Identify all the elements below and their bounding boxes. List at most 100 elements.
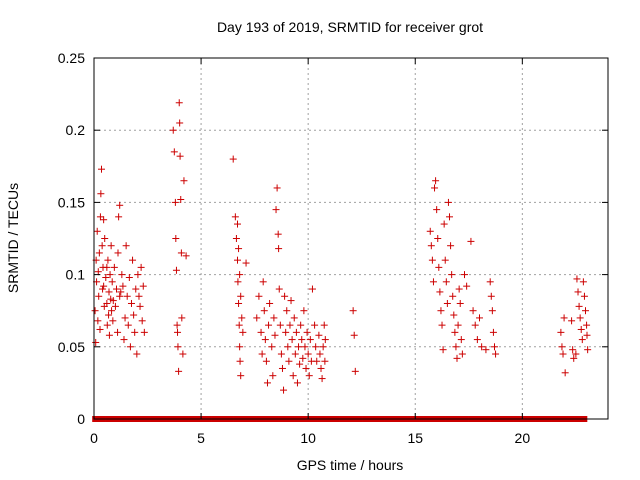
- data-point: [102, 273, 110, 281]
- data-point: [452, 343, 460, 351]
- data-point: [180, 177, 188, 185]
- data-point: [350, 331, 358, 339]
- data-point: [488, 307, 496, 315]
- data-point: [137, 263, 145, 271]
- data-point: [492, 350, 500, 358]
- data-point: [179, 350, 187, 358]
- data-point: [182, 252, 190, 260]
- data-point: [572, 350, 580, 358]
- data-point: [303, 328, 311, 336]
- y-tick-label: 0: [77, 411, 85, 427]
- data-point: [285, 357, 293, 365]
- data-point: [269, 372, 277, 380]
- data-point: [560, 314, 568, 322]
- data-point: [455, 285, 463, 293]
- data-point: [278, 364, 286, 372]
- data-point: [293, 379, 301, 387]
- data-point: [235, 245, 243, 253]
- data-point: [558, 343, 566, 351]
- data-point: [117, 288, 125, 296]
- data-point: [461, 271, 469, 279]
- data-point: [127, 299, 135, 307]
- data-point: [177, 249, 185, 257]
- data-point: [242, 259, 250, 267]
- data-point: [109, 317, 117, 325]
- data-point: [124, 321, 132, 329]
- data-point: [139, 282, 147, 290]
- data-point: [291, 350, 299, 358]
- data-point: [96, 325, 104, 333]
- data-point: [308, 285, 316, 293]
- data-point: [173, 321, 181, 329]
- data-point: [433, 206, 441, 214]
- data-points: [91, 99, 592, 422]
- data-point: [114, 328, 122, 336]
- data-point: [289, 372, 297, 380]
- data-point: [284, 343, 292, 351]
- data-point: [273, 184, 281, 192]
- data-point: [97, 190, 105, 198]
- data-point: [121, 314, 129, 322]
- data-point: [118, 271, 126, 279]
- data-point: [109, 297, 117, 305]
- data-point: [583, 321, 591, 329]
- data-point: [106, 271, 114, 279]
- data-point: [440, 220, 448, 228]
- data-point: [320, 321, 328, 329]
- data-point: [280, 386, 288, 394]
- data-point: [233, 256, 241, 264]
- data-point: [97, 165, 105, 173]
- data-point: [489, 328, 497, 336]
- data-point: [302, 364, 310, 372]
- data-point: [268, 343, 276, 351]
- data-point: [92, 338, 100, 346]
- data-point: [292, 328, 300, 336]
- y-tick-label: 0.15: [58, 194, 85, 210]
- data-point: [133, 350, 141, 358]
- data-point: [123, 292, 131, 300]
- data-point: [304, 350, 312, 358]
- data-point: [436, 288, 444, 296]
- data-point: [114, 249, 122, 257]
- data-point: [98, 242, 106, 250]
- data-point: [574, 288, 582, 296]
- data-point: [318, 375, 326, 383]
- data-point: [93, 227, 101, 235]
- data-point: [233, 220, 241, 228]
- data-point: [446, 213, 454, 221]
- x-tick-label: 5: [197, 430, 205, 446]
- data-point: [434, 235, 442, 242]
- data-point: [448, 271, 456, 279]
- data-point: [235, 299, 243, 307]
- data-point: [315, 331, 323, 339]
- data-point: [174, 328, 182, 336]
- data-point: [580, 292, 588, 300]
- data-point: [429, 278, 437, 286]
- data-point: [306, 336, 314, 344]
- data-point: [94, 317, 102, 325]
- data-point: [486, 278, 494, 286]
- data-point: [234, 278, 242, 286]
- data-point: [174, 343, 182, 351]
- data-point: [579, 278, 587, 286]
- data-point: [288, 336, 296, 344]
- y-tick-label: 0.25: [58, 50, 85, 66]
- y-tick-label: 0.2: [66, 122, 86, 138]
- data-point: [487, 292, 495, 300]
- data-point: [349, 307, 357, 315]
- data-point: [104, 256, 112, 264]
- data-point: [270, 314, 278, 322]
- data-point: [129, 256, 137, 264]
- data-point: [277, 350, 285, 358]
- x-axis-label: GPS time / hours: [297, 457, 404, 473]
- data-point: [107, 242, 115, 250]
- data-point: [274, 230, 282, 238]
- data-point: [312, 343, 320, 351]
- data-point: [286, 321, 294, 329]
- data-point: [175, 99, 183, 107]
- data-point: [175, 367, 183, 375]
- data-point: [271, 331, 279, 339]
- data-point: [449, 292, 457, 300]
- data-point: [469, 307, 477, 315]
- data-point: [467, 237, 475, 245]
